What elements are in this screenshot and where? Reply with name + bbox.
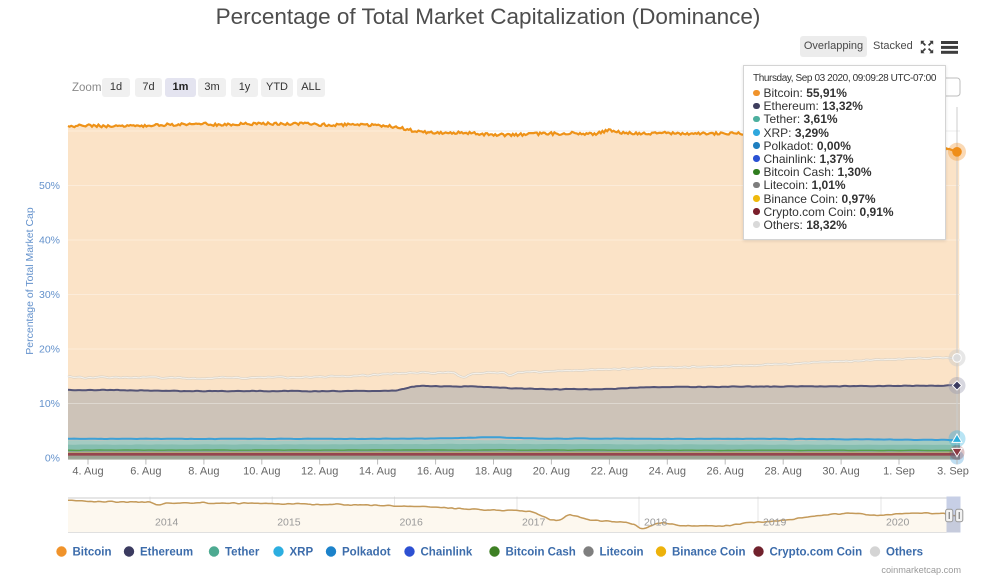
svg-text:28. Aug: 28. Aug [765,466,802,478]
svg-text:Bitcoin Cash: Bitcoin Cash [506,547,576,559]
svg-text:30. Aug: 30. Aug [822,466,859,478]
svg-text:20%: 20% [39,344,60,356]
svg-text:10%: 10% [39,398,60,410]
svg-text:0%: 0% [45,453,60,465]
svg-text:26. Aug: 26. Aug [707,466,744,478]
svg-text:3. Sep: 3. Sep [937,466,969,478]
svg-text:22. Aug: 22. Aug [591,466,628,478]
svg-text:16. Aug: 16. Aug [417,466,454,478]
svg-text:2020: 2020 [886,517,910,529]
svg-text:Others: Others [886,547,923,559]
svg-text:2016: 2016 [400,517,424,529]
svg-text:30%: 30% [39,289,60,301]
svg-text:Crypto.com Coin: Crypto.com Coin [770,547,863,559]
svg-text:coinmarketcap.com: coinmarketcap.com [881,565,961,575]
svg-text:12. Aug: 12. Aug [301,466,338,478]
svg-text:6. Aug: 6. Aug [130,466,161,478]
svg-text:10. Aug: 10. Aug [243,466,280,478]
svg-text:Polkadot: Polkadot [342,547,391,559]
svg-text:Bitcoin: Bitcoin [73,547,112,559]
svg-text:Tether: Tether [225,547,260,559]
svg-text:4. Aug: 4. Aug [72,466,103,478]
svg-text:XRP: XRP [290,547,314,559]
svg-text:Ethereum: Ethereum [140,547,193,559]
svg-text:20. Aug: 20. Aug [533,466,570,478]
svg-text:2017: 2017 [522,517,546,529]
svg-text:2018: 2018 [644,517,668,529]
svg-text:Chainlink: Chainlink [421,547,473,559]
svg-text:14. Aug: 14. Aug [359,466,396,478]
svg-text:18. Aug: 18. Aug [475,466,512,478]
svg-text:40%: 40% [39,235,60,247]
svg-text:Binance Coin: Binance Coin [672,547,745,559]
svg-text:2019: 2019 [763,517,787,529]
svg-text:50%: 50% [39,180,60,192]
svg-text:2014: 2014 [155,517,179,529]
svg-text:Percentage of Total Market Cap: Percentage of Total Market Cap [24,207,36,355]
svg-text:24. Aug: 24. Aug [649,466,686,478]
svg-text:8. Aug: 8. Aug [188,466,219,478]
svg-text:Litecoin: Litecoin [600,547,644,559]
svg-text:2015: 2015 [277,517,301,529]
svg-text:1. Sep: 1. Sep [883,466,915,478]
